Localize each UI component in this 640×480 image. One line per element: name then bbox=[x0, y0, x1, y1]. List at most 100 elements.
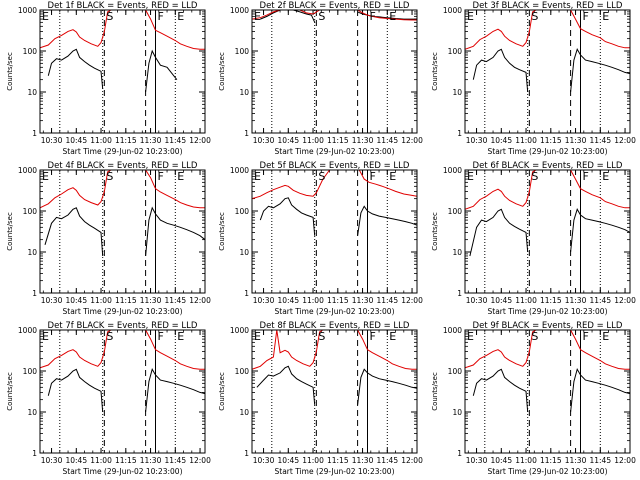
series-line-lld bbox=[465, 330, 537, 369]
series-line-events bbox=[472, 368, 529, 413]
x-tick-label: 11:45 bbox=[164, 456, 186, 465]
panel-title: Det 4f BLACK = Events, RED = LLD bbox=[48, 161, 198, 171]
y-tick-label: 10 bbox=[239, 248, 249, 257]
x-axis-label: Start Time (29-Jun-02 10:23:00) bbox=[63, 307, 183, 316]
phase-marker-e: E bbox=[254, 170, 261, 183]
x-tick-label: 12:00 bbox=[189, 136, 211, 145]
series-line-lld bbox=[145, 330, 205, 370]
y-tick-label: 1000 bbox=[18, 326, 37, 335]
phase-marker-e: E bbox=[602, 170, 609, 183]
x-tick-label: 10:30 bbox=[41, 296, 63, 305]
x-tick-label: 11:00 bbox=[90, 136, 112, 145]
x-tick-label: 12:00 bbox=[401, 136, 423, 145]
phase-marker-e: E bbox=[254, 10, 261, 23]
phase-marker-f: F bbox=[370, 170, 376, 183]
x-tick-label: 11:00 bbox=[302, 136, 324, 145]
plot-frame bbox=[251, 329, 418, 454]
phase-marker-s: S bbox=[106, 330, 113, 343]
series-line-events bbox=[357, 11, 417, 20]
phase-marker-s: S bbox=[531, 330, 538, 343]
y-tick-label: 100 bbox=[235, 367, 250, 376]
x-tick-label: 11:15 bbox=[540, 296, 562, 305]
phase-marker-f: F bbox=[583, 170, 589, 183]
y-tick-label: 10 bbox=[452, 408, 462, 417]
phase-marker-e: E bbox=[602, 10, 609, 23]
phase-marker-e: E bbox=[389, 170, 396, 183]
x-tick-label: 10:30 bbox=[253, 456, 275, 465]
y-tick-label: 1000 bbox=[443, 6, 462, 15]
plot-frame bbox=[464, 9, 631, 134]
panel-det-8: Det 8f BLACK = Events, RED = LLD Counts/s… bbox=[218, 321, 423, 476]
y-tick-label: 1000 bbox=[18, 6, 37, 15]
phase-marker-f: F bbox=[583, 330, 589, 343]
series-group bbox=[465, 170, 630, 257]
series-line-lld bbox=[252, 170, 417, 200]
x-tick-label: 10:30 bbox=[41, 456, 63, 465]
x-tick-label: 11:30 bbox=[352, 296, 374, 305]
series-group bbox=[40, 10, 205, 93]
x-tick-label: 11:30 bbox=[352, 456, 374, 465]
series-line-lld bbox=[465, 10, 537, 50]
y-tick-label: 1 bbox=[244, 289, 249, 298]
x-tick-label: 11:00 bbox=[515, 136, 537, 145]
series-line-events bbox=[145, 206, 205, 257]
x-tick-label: 11:15 bbox=[540, 136, 562, 145]
phase-marker-e: E bbox=[42, 170, 49, 183]
series-line-lld bbox=[252, 330, 324, 370]
phase-marker-e: E bbox=[389, 330, 396, 343]
series-line-events bbox=[570, 208, 630, 253]
x-tick-label: 11:45 bbox=[589, 456, 611, 465]
phase-marker-e: E bbox=[389, 10, 396, 23]
x-tick-label: 11:15 bbox=[327, 136, 349, 145]
panel-title: Det 1f BLACK = Events, RED = LLD bbox=[48, 1, 198, 11]
x-tick-label: 11:30 bbox=[140, 296, 162, 305]
y-tick-label: 100 bbox=[235, 207, 250, 216]
panel-title: Det 6f BLACK = Events, RED = LLD bbox=[473, 161, 623, 171]
x-tick-label: 11:00 bbox=[515, 456, 537, 465]
series-line-lld bbox=[570, 10, 630, 49]
panel-title: Det 5f BLACK = Events, RED = LLD bbox=[260, 161, 410, 171]
panel-det-5: Det 5f BLACK = Events, RED = LLD Counts/s… bbox=[218, 161, 423, 316]
phase-marker-s: S bbox=[318, 10, 325, 23]
series-group bbox=[465, 330, 630, 413]
x-tick-label: 10:30 bbox=[253, 136, 275, 145]
y-tick-label: 1000 bbox=[230, 166, 249, 175]
panel-title: Det 7f BLACK = Events, RED = LLD bbox=[48, 321, 198, 331]
phase-marker-s: S bbox=[531, 170, 538, 183]
phase-marker-s: S bbox=[531, 10, 538, 23]
y-tick-label: 10 bbox=[239, 408, 249, 417]
y-axis-label: Counts/sec bbox=[218, 52, 226, 91]
phase-marker-s: S bbox=[318, 330, 325, 343]
phase-marker-s: S bbox=[106, 10, 113, 23]
series-line-lld bbox=[145, 170, 205, 209]
series-line-lld bbox=[40, 330, 112, 369]
x-tick-label: 11:00 bbox=[90, 296, 112, 305]
series-line-events bbox=[47, 368, 104, 413]
panel-det-9: Det 9f BLACK = Events, RED = LLD Counts/s… bbox=[431, 321, 636, 476]
x-tick-label: 10:45 bbox=[277, 136, 299, 145]
x-tick-label: 11:00 bbox=[90, 456, 112, 465]
x-tick-label: 11:30 bbox=[140, 456, 162, 465]
y-axis-label: Counts/sec bbox=[218, 372, 226, 411]
phase-marker-e: E bbox=[467, 330, 474, 343]
y-tick-label: 1 bbox=[244, 129, 249, 138]
x-tick-label: 11:00 bbox=[515, 296, 537, 305]
y-axis-label: Counts/sec bbox=[6, 212, 14, 251]
y-tick-label: 100 bbox=[448, 207, 463, 216]
y-axis-label: Counts/sec bbox=[431, 52, 439, 91]
phase-marker-e: E bbox=[42, 330, 49, 343]
phase-marker-e: E bbox=[254, 330, 261, 343]
y-tick-label: 1000 bbox=[18, 166, 37, 175]
series-line-events bbox=[145, 49, 178, 93]
x-tick-label: 12:00 bbox=[189, 456, 211, 465]
x-tick-label: 11:45 bbox=[164, 136, 186, 145]
x-tick-label: 10:30 bbox=[466, 456, 488, 465]
series-group bbox=[252, 170, 417, 236]
series-line-events bbox=[357, 368, 417, 405]
x-tick-label: 12:00 bbox=[189, 296, 211, 305]
phase-marker-e: E bbox=[177, 10, 184, 23]
plot-frame bbox=[39, 9, 206, 134]
x-tick-label: 12:00 bbox=[614, 456, 636, 465]
y-tick-label: 10 bbox=[452, 248, 462, 257]
y-tick-label: 10 bbox=[452, 88, 462, 97]
